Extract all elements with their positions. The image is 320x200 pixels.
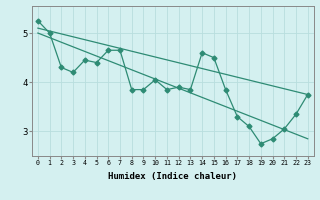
X-axis label: Humidex (Indice chaleur): Humidex (Indice chaleur) [108,172,237,181]
